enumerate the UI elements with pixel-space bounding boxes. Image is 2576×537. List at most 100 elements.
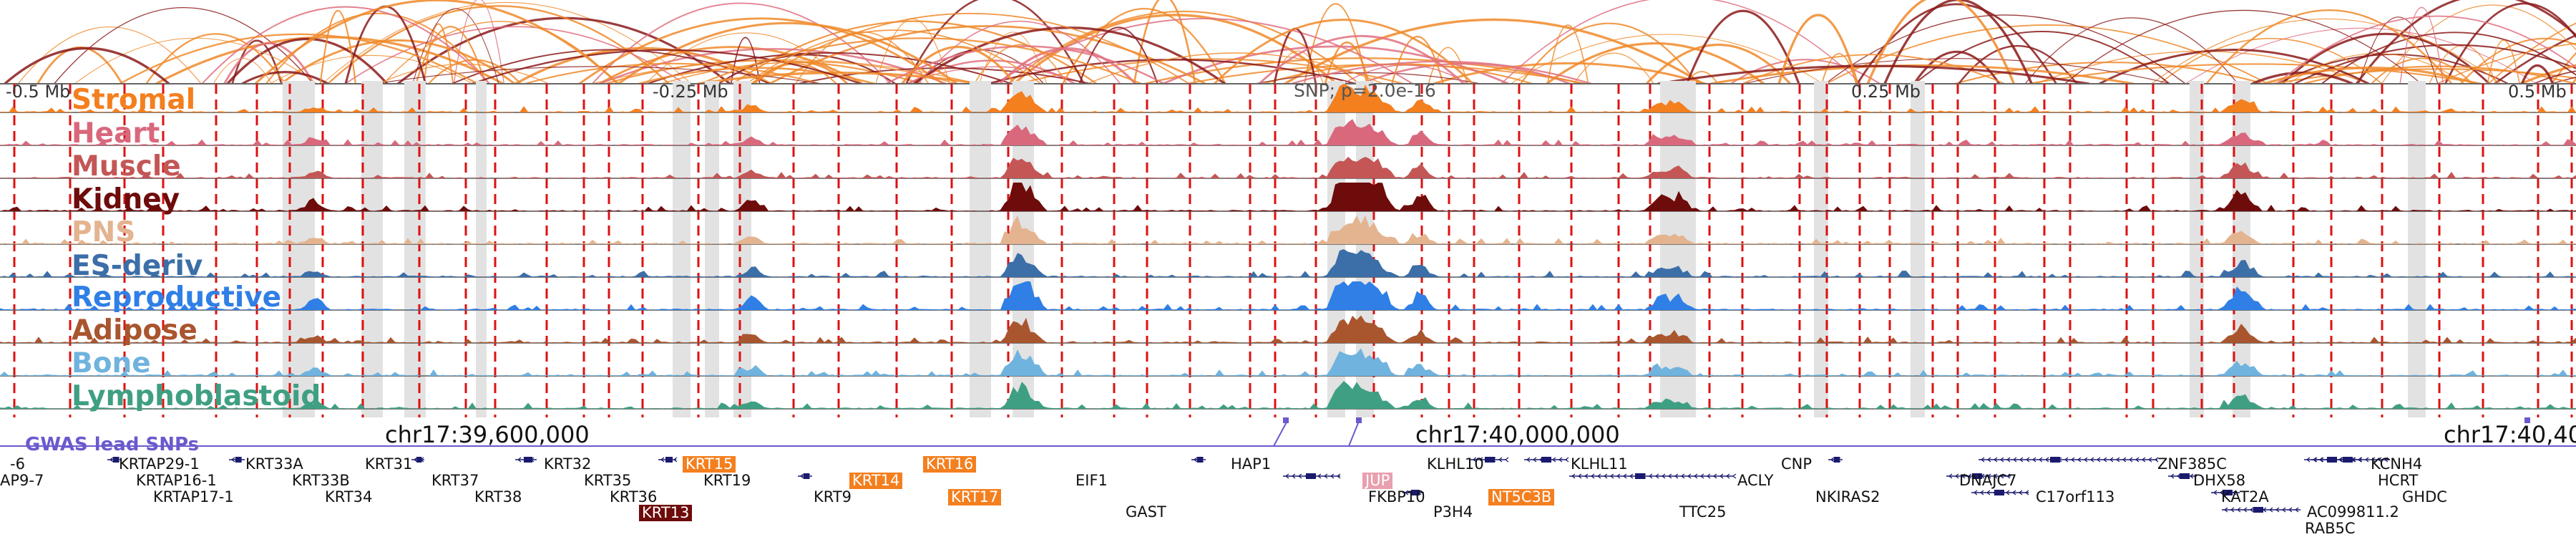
gene-exon bbox=[2327, 457, 2337, 463]
gene-label-highlighted: NT5C3B bbox=[1488, 489, 1555, 505]
arc bbox=[2276, 15, 2576, 84]
tick-label-0-5: 0.5 Mb bbox=[2508, 82, 2567, 102]
arc bbox=[886, 45, 1165, 84]
arc bbox=[2294, 44, 2576, 84]
strand-arrow bbox=[1830, 457, 1835, 463]
track-label-heart: Heart bbox=[72, 117, 160, 150]
highlight-band bbox=[2190, 81, 2204, 417]
arc bbox=[973, 44, 1068, 84]
gene-exon bbox=[2050, 457, 2060, 463]
coordinate-label-40000000: chr17:40,000,000 bbox=[1415, 421, 1620, 448]
strand-arrow bbox=[1292, 473, 1296, 479]
arc bbox=[618, 21, 958, 84]
gene-exon bbox=[804, 473, 809, 479]
highlight-band bbox=[2408, 81, 2426, 417]
arc bbox=[119, 33, 479, 84]
arc bbox=[718, 54, 897, 84]
strand-arrow bbox=[2177, 473, 2181, 479]
arc bbox=[319, 9, 356, 84]
strand-arrow bbox=[2129, 457, 2133, 463]
highlight-band bbox=[283, 81, 315, 417]
strand-arrow bbox=[1980, 490, 1984, 495]
gene-exon bbox=[2253, 507, 2263, 513]
track-signal-4 bbox=[0, 216, 2576, 244]
strand-arrow bbox=[231, 457, 235, 463]
strand-arrow bbox=[1974, 490, 1978, 495]
strand-arrow bbox=[1707, 473, 1711, 479]
gwas-snp-dot bbox=[1356, 417, 1362, 423]
arc bbox=[241, 71, 329, 84]
gene-label: -6 bbox=[10, 455, 25, 473]
strand-arrow bbox=[2006, 457, 2011, 463]
gene-label-highlighted: JUP bbox=[1362, 473, 1393, 489]
strand-arrow bbox=[2295, 507, 2299, 513]
arc bbox=[2098, 49, 2370, 84]
gene-label: KCNH4 bbox=[2371, 455, 2423, 473]
strand-arrow bbox=[800, 473, 804, 479]
gene-exon bbox=[1972, 473, 1982, 479]
strand-arrow bbox=[1324, 473, 1328, 479]
strand-arrow bbox=[2000, 457, 2004, 463]
strand-arrow bbox=[109, 457, 114, 463]
gene-label: KLHL10 bbox=[1427, 455, 1484, 473]
strand-arrow bbox=[2313, 457, 2317, 463]
gene-label: KRT9 bbox=[814, 488, 852, 505]
tick-label-0-25: 0.25 Mb bbox=[1851, 82, 1921, 102]
strand-arrow bbox=[2142, 457, 2146, 463]
arc bbox=[1078, 26, 1158, 84]
arc bbox=[2355, 0, 2576, 84]
gene-label: NKIRAS2 bbox=[1815, 488, 1880, 505]
arc bbox=[901, 45, 1016, 84]
strand-arrow bbox=[2122, 457, 2127, 463]
gene-label: KRT19 bbox=[703, 472, 751, 489]
arc bbox=[1284, 18, 1704, 84]
strand-arrow bbox=[1681, 473, 1685, 479]
arc bbox=[2436, 42, 2576, 84]
gene-label: HCRT bbox=[2378, 472, 2419, 489]
strand-arrow bbox=[2026, 457, 2030, 463]
arc bbox=[2273, 68, 2576, 84]
arc bbox=[1520, 22, 1698, 84]
strand-arrow bbox=[2378, 457, 2382, 463]
gene-exon bbox=[524, 457, 532, 463]
strand-arrow bbox=[1987, 457, 1991, 463]
strand-arrow bbox=[2351, 457, 2356, 463]
strand-arrow bbox=[2365, 457, 2369, 463]
arc bbox=[2263, 66, 2478, 84]
gene-label: KRT33A bbox=[245, 455, 303, 473]
arc bbox=[2028, 63, 2483, 84]
arc bbox=[2444, 2, 2576, 84]
strand-arrow bbox=[2071, 457, 2075, 463]
strand-arrow bbox=[2282, 507, 2286, 513]
gene-exon bbox=[665, 457, 673, 463]
strand-arrow bbox=[1649, 473, 1653, 479]
arc bbox=[1821, 53, 1857, 84]
gene-label: AC099811.2 bbox=[2307, 503, 2399, 521]
strand-arrow bbox=[1505, 457, 1509, 463]
highlight-band bbox=[1678, 81, 1696, 417]
strand-arrow bbox=[2006, 473, 2011, 479]
strand-arrow bbox=[1948, 473, 1953, 479]
signal-tracks bbox=[0, 81, 2576, 417]
strand-arrow bbox=[1623, 473, 1627, 479]
gene-exon bbox=[416, 457, 422, 463]
arc bbox=[280, 39, 516, 84]
strand-arrow bbox=[2213, 490, 2218, 495]
strand-arrow bbox=[1584, 473, 1589, 479]
strand-arrow bbox=[660, 457, 665, 463]
gene-label: EIF1 bbox=[1075, 472, 1108, 489]
strand-arrow bbox=[2109, 457, 2114, 463]
arc bbox=[700, 37, 1142, 84]
strand-arrow bbox=[1298, 473, 1302, 479]
track-label-kidney: Kidney bbox=[72, 183, 180, 216]
strand-arrow bbox=[2116, 457, 2120, 463]
highlight-band bbox=[404, 81, 426, 417]
track-label-lymphoblastoid: Lymphoblastoid bbox=[72, 380, 321, 412]
arc bbox=[1574, 52, 1654, 84]
arc bbox=[1657, 64, 2090, 84]
gene-exon bbox=[1541, 457, 1551, 463]
strand-arrow bbox=[1700, 473, 1704, 479]
arc bbox=[2205, 9, 2453, 84]
gwas-snp-dot bbox=[1283, 417, 1289, 423]
strand-arrow bbox=[1694, 473, 1698, 479]
